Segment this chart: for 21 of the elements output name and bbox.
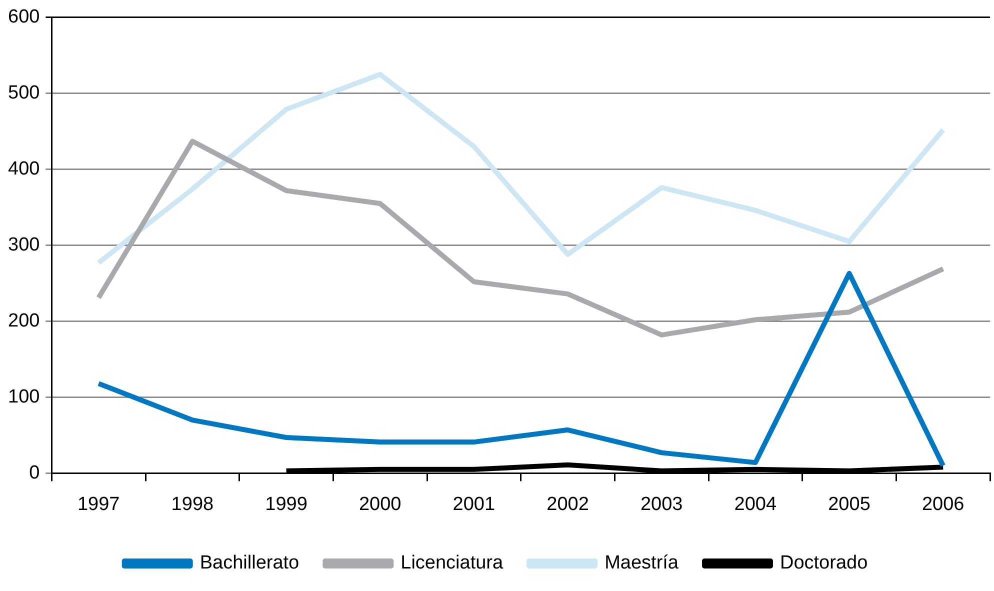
y-tick-label: 300: [8, 234, 40, 256]
y-tick-label: 500: [8, 82, 40, 104]
x-tick-label: 2002: [546, 494, 589, 515]
legend-label: Bachillerato: [200, 552, 300, 574]
y-tick-label: 0: [29, 462, 40, 484]
legend-label: Licenciatura: [400, 552, 504, 574]
y-tick-label: 200: [8, 310, 40, 332]
x-tick-label: 1998: [171, 494, 214, 515]
legend-label: Maestría: [604, 552, 679, 574]
x-tick-label: 1997: [77, 494, 120, 515]
y-tick-label: 100: [8, 386, 40, 408]
x-tick-label: 2004: [734, 494, 777, 515]
y-tick-label: 600: [8, 6, 40, 28]
y-tick-label: 400: [8, 158, 40, 180]
x-tick-label: 2005: [828, 494, 870, 515]
legend-label: Doctorado: [780, 552, 868, 574]
x-tick-label: 2003: [640, 494, 683, 515]
x-tick-label: 1999: [265, 494, 308, 515]
x-tick-label: 2006: [922, 494, 964, 515]
x-tick-label: 2000: [358, 494, 402, 515]
x-tick-label: 2001: [452, 494, 496, 515]
